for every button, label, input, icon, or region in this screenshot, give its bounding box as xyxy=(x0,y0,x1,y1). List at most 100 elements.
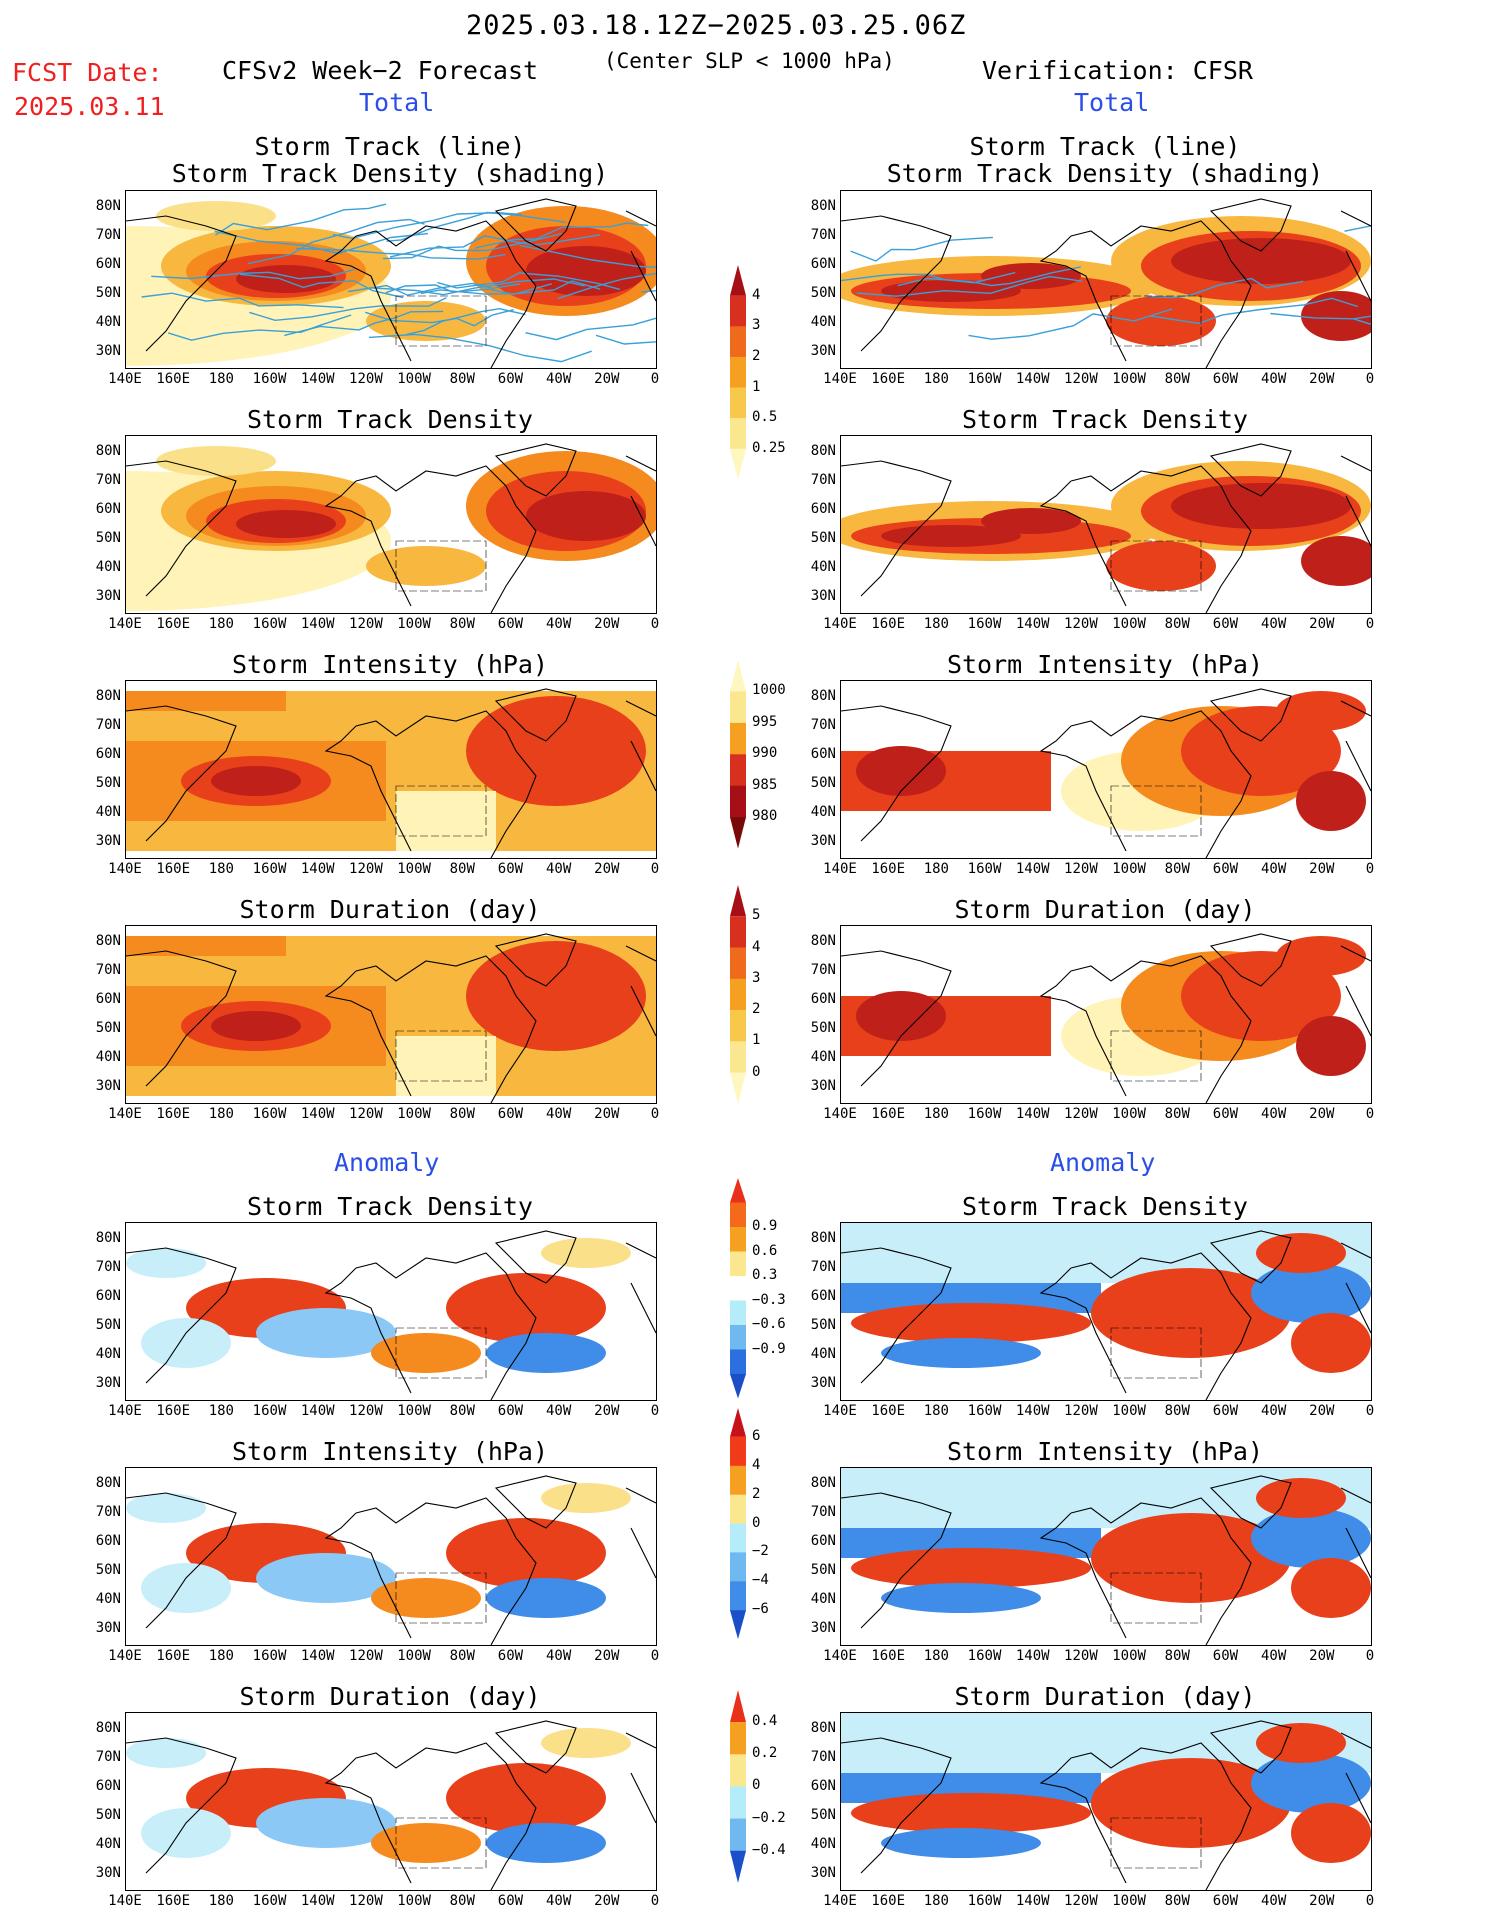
lat-tick-label: 80N xyxy=(95,1230,121,1246)
lon-tick-label: 160E xyxy=(871,1648,906,1664)
lon-tick-label: 140E xyxy=(108,1403,142,1419)
lon-tick-label: 120W xyxy=(349,1403,383,1419)
colorbar xyxy=(728,1408,752,1676)
lat-tick-label: 60N xyxy=(810,1778,836,1794)
lat-tick-label: 40N xyxy=(810,314,836,330)
lon-tick-label: 100W xyxy=(397,1106,431,1122)
forecast-map-panel xyxy=(125,1712,657,1891)
lat-tick-label: 50N xyxy=(95,1020,121,1036)
lat-tick-label: 50N xyxy=(810,1562,836,1578)
lon-tick-label: 140W xyxy=(1015,1106,1050,1122)
lon-tick-label: 40W xyxy=(1260,1648,1287,1664)
lon-tick-label: 100W xyxy=(1112,861,1146,877)
section-total-left: Total xyxy=(359,88,435,117)
lon-tick-label: 140E xyxy=(823,1403,857,1419)
lon-tick-label: 140E xyxy=(108,1648,142,1664)
lon-tick-label: 120W xyxy=(1064,616,1098,632)
lat-tick-label: 30N xyxy=(810,1375,836,1391)
forecast-panel-title: Storm Track (line) xyxy=(254,132,526,161)
lon-tick-label: 100W xyxy=(397,1648,431,1664)
lat-tick-label: 60N xyxy=(95,991,121,1007)
lon-tick-label: 180 xyxy=(208,861,234,877)
lat-tick-label: 70N xyxy=(810,472,836,488)
lat-tick-label: 80N xyxy=(810,1230,836,1246)
lon-tick-label: 60W xyxy=(1212,1648,1239,1664)
lon-tick-label: 180 xyxy=(923,616,949,632)
lat-tick-label: 70N xyxy=(95,717,121,733)
lon-tick-label: 60W xyxy=(1212,371,1239,387)
map-plot xyxy=(126,198,656,368)
lat-tick-label: 60N xyxy=(95,1288,121,1304)
lon-tick-label: 80W xyxy=(1164,1648,1190,1664)
lat-tick-label: 40N xyxy=(95,1836,121,1852)
verification-map-panel xyxy=(840,190,1372,369)
lat-tick-label: 50N xyxy=(810,285,836,301)
lon-tick-label: 140E xyxy=(108,861,142,877)
verification-map-panel xyxy=(840,1222,1372,1401)
lon-tick-label: 180 xyxy=(923,1893,949,1909)
map-plot xyxy=(126,1720,656,1890)
lat-tick-label: 60N xyxy=(95,1778,121,1794)
lat-tick-label: 60N xyxy=(810,501,836,517)
lat-tick-label: 40N xyxy=(95,559,121,575)
map-plot xyxy=(126,688,656,858)
colorbar-intensity_total xyxy=(730,660,746,849)
forecast-map-panel xyxy=(125,190,657,369)
lon-tick-label: 80W xyxy=(449,1403,475,1419)
lat-tick-label: 70N xyxy=(810,227,836,243)
lon-tick-label: 140W xyxy=(300,1893,335,1909)
colorbar xyxy=(728,265,752,518)
lat-tick-label: 40N xyxy=(810,1049,836,1065)
colorbar xyxy=(728,1178,752,1431)
lon-tick-label: 140W xyxy=(1015,1403,1050,1419)
lon-tick-label: 180 xyxy=(923,1403,949,1419)
lon-tick-label: 120W xyxy=(349,371,383,387)
verification-title: Verification: CFSR xyxy=(982,56,1253,85)
lat-tick-label: 50N xyxy=(810,1807,836,1823)
lon-tick-label: 60W xyxy=(497,1893,524,1909)
lon-tick-label: 140E xyxy=(108,1106,142,1122)
lon-tick-label: 20W xyxy=(1309,616,1335,632)
colorbar-tick-label: 0.2 xyxy=(752,1745,778,1762)
lon-tick-label: 140W xyxy=(300,861,335,877)
colorbar-tick-label: 1 xyxy=(752,1032,761,1049)
lon-tick-label: 180 xyxy=(923,1648,949,1664)
lon-tick-label: 140W xyxy=(300,1106,335,1122)
lon-tick-label: 80W xyxy=(449,861,475,877)
verification-panel-title: Storm Duration (day) xyxy=(954,895,1256,924)
lon-tick-label: 100W xyxy=(397,1893,431,1909)
lat-tick-label: 80N xyxy=(810,1475,836,1491)
lon-tick-label: 160E xyxy=(871,1403,906,1419)
period-title: 2025.03.18.12Z−2025.03.25.06Z xyxy=(466,10,967,41)
colorbar-tick-label: 4 xyxy=(752,938,761,955)
lon-tick-label: 120W xyxy=(1064,1403,1098,1419)
lon-tick-label: 160W xyxy=(967,371,1002,387)
lon-tick-label: 80W xyxy=(449,616,475,632)
lon-tick-label: 0 xyxy=(650,861,660,877)
lat-tick-label: 40N xyxy=(810,1346,836,1362)
lat-tick-label: 60N xyxy=(810,746,836,762)
lat-tick-label: 30N xyxy=(810,1620,836,1636)
lon-tick-label: 40W xyxy=(1260,1403,1287,1419)
lat-tick-label: 30N xyxy=(95,1865,121,1881)
lon-tick-label: 160E xyxy=(871,371,906,387)
colorbar-track_density_total xyxy=(730,265,746,480)
lon-tick-label: 140E xyxy=(823,1893,857,1909)
lon-tick-label: 20W xyxy=(594,1403,620,1419)
verification-panel-title: Storm Track Density xyxy=(962,405,1248,434)
verification-panel-title: Storm Duration (day) xyxy=(954,1682,1256,1711)
lon-tick-label: 140W xyxy=(1015,861,1050,877)
forecast-panel-title: Storm Duration (day) xyxy=(239,895,541,924)
lat-tick-label: 30N xyxy=(810,1078,836,1094)
lat-tick-label: 60N xyxy=(810,256,836,272)
lat-tick-label: 70N xyxy=(95,472,121,488)
lat-tick-label: 40N xyxy=(810,804,836,820)
colorbar-tick-label: −0.2 xyxy=(752,1809,786,1826)
lon-tick-label: 140E xyxy=(108,371,142,387)
verification-map-panel xyxy=(840,435,1372,614)
lon-tick-label: 180 xyxy=(923,371,949,387)
lon-tick-label: 140W xyxy=(1015,371,1050,387)
lon-tick-label: 40W xyxy=(545,1893,572,1909)
lat-tick-label: 70N xyxy=(810,1749,836,1765)
lon-tick-label: 120W xyxy=(349,1893,383,1909)
